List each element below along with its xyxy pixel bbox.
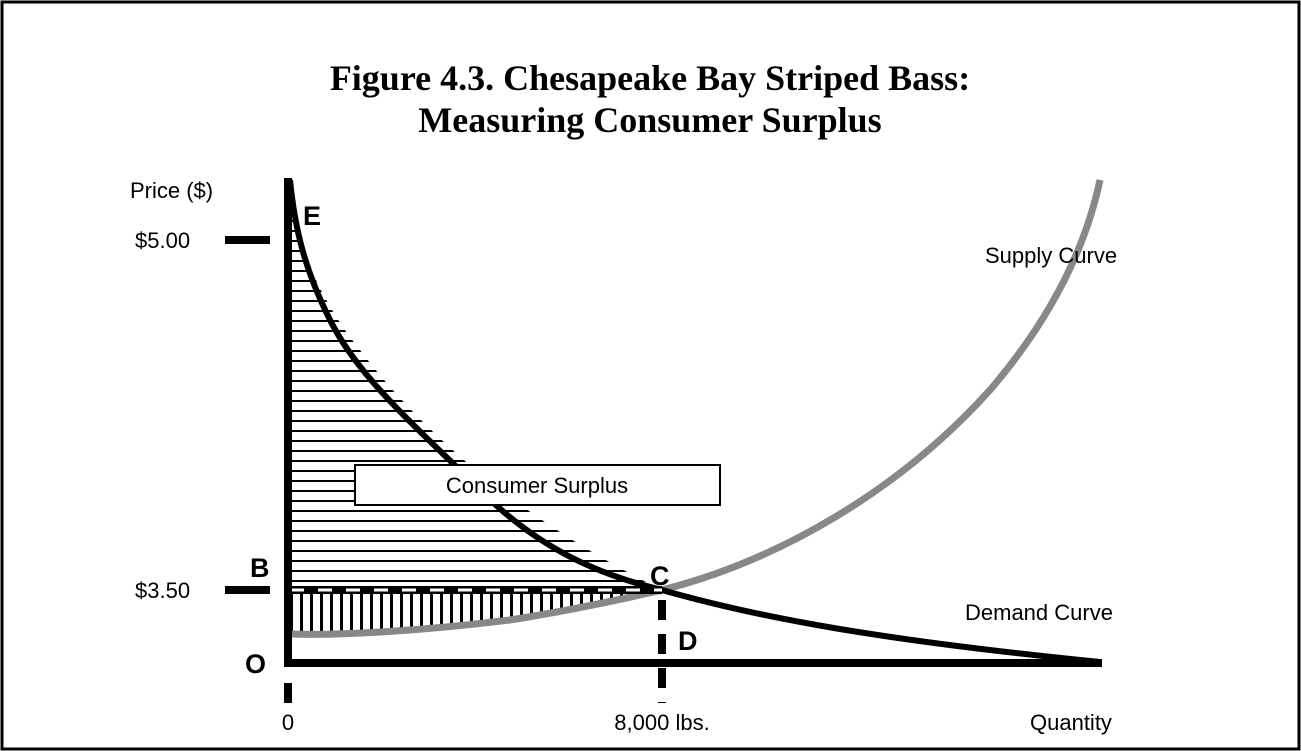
quantity-label: 8,000 lbs. bbox=[614, 710, 709, 735]
point-label: C bbox=[650, 561, 670, 591]
label-box bbox=[354, 464, 721, 506]
title: Figure 4.3. Chesapeake Bay Striped Bass: bbox=[330, 58, 970, 98]
area-label: Consumer Surplus bbox=[446, 473, 628, 498]
point-label: O bbox=[245, 649, 266, 679]
point-label: E bbox=[303, 201, 321, 231]
point-label: B bbox=[250, 553, 270, 583]
producer-area bbox=[290, 594, 662, 635]
demand-curve bbox=[287, 179, 1101, 665]
price-label: $5.00 bbox=[135, 228, 190, 253]
demand-label: Demand Curve bbox=[965, 600, 1113, 625]
point-label: D bbox=[678, 626, 698, 656]
y-axis-label: Price ($) bbox=[130, 178, 213, 203]
supply-curve bbox=[289, 179, 1104, 638]
price-label: $3.50 bbox=[135, 578, 190, 603]
supply-label: Supply Curve bbox=[985, 243, 1117, 268]
quantity-label: 0 bbox=[282, 710, 294, 735]
x-axis-label: Quantity bbox=[1030, 710, 1112, 735]
consumer-surplus-area bbox=[290, 200, 662, 590]
title: Measuring Consumer Surplus bbox=[418, 100, 881, 140]
